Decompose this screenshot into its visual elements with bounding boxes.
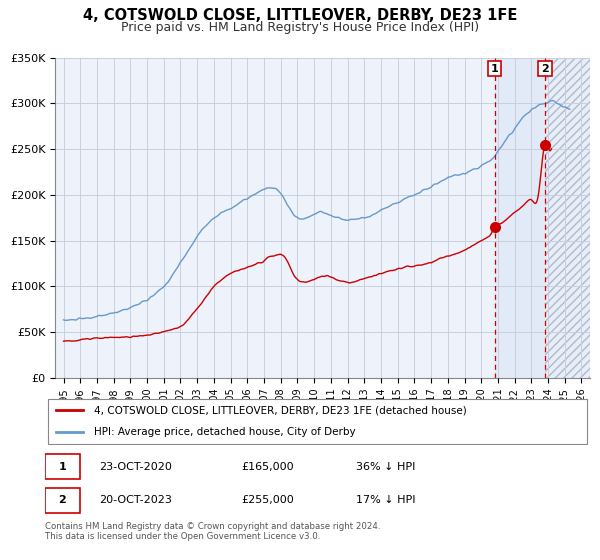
Text: 23-OCT-2020: 23-OCT-2020 — [100, 461, 172, 472]
Bar — [495, 58, 545, 378]
Text: 4, COTSWOLD CLOSE, LITTLEOVER, DERBY, DE23 1FE (detached house): 4, COTSWOLD CLOSE, LITTLEOVER, DERBY, DE… — [94, 405, 467, 416]
Text: 4, COTSWOLD CLOSE, LITTLEOVER, DERBY, DE23 1FE: 4, COTSWOLD CLOSE, LITTLEOVER, DERBY, DE… — [83, 8, 517, 24]
Text: HPI: Average price, detached house, City of Derby: HPI: Average price, detached house, City… — [94, 427, 356, 437]
Text: 2: 2 — [541, 64, 549, 74]
Text: £255,000: £255,000 — [242, 495, 295, 505]
Text: Contains HM Land Registry data © Crown copyright and database right 2024.
This d: Contains HM Land Registry data © Crown c… — [45, 522, 380, 542]
Text: 1: 1 — [491, 64, 499, 74]
Text: 2: 2 — [59, 495, 67, 505]
Text: 1: 1 — [59, 461, 67, 472]
Text: 36% ↓ HPI: 36% ↓ HPI — [356, 461, 416, 472]
FancyBboxPatch shape — [45, 488, 80, 512]
Text: Price paid vs. HM Land Registry's House Price Index (HPI): Price paid vs. HM Land Registry's House … — [121, 21, 479, 34]
FancyBboxPatch shape — [45, 454, 80, 479]
FancyBboxPatch shape — [48, 399, 587, 444]
Text: 17% ↓ HPI: 17% ↓ HPI — [356, 495, 416, 505]
Bar — [545, 58, 590, 378]
Text: 20-OCT-2023: 20-OCT-2023 — [100, 495, 172, 505]
Text: £165,000: £165,000 — [242, 461, 294, 472]
